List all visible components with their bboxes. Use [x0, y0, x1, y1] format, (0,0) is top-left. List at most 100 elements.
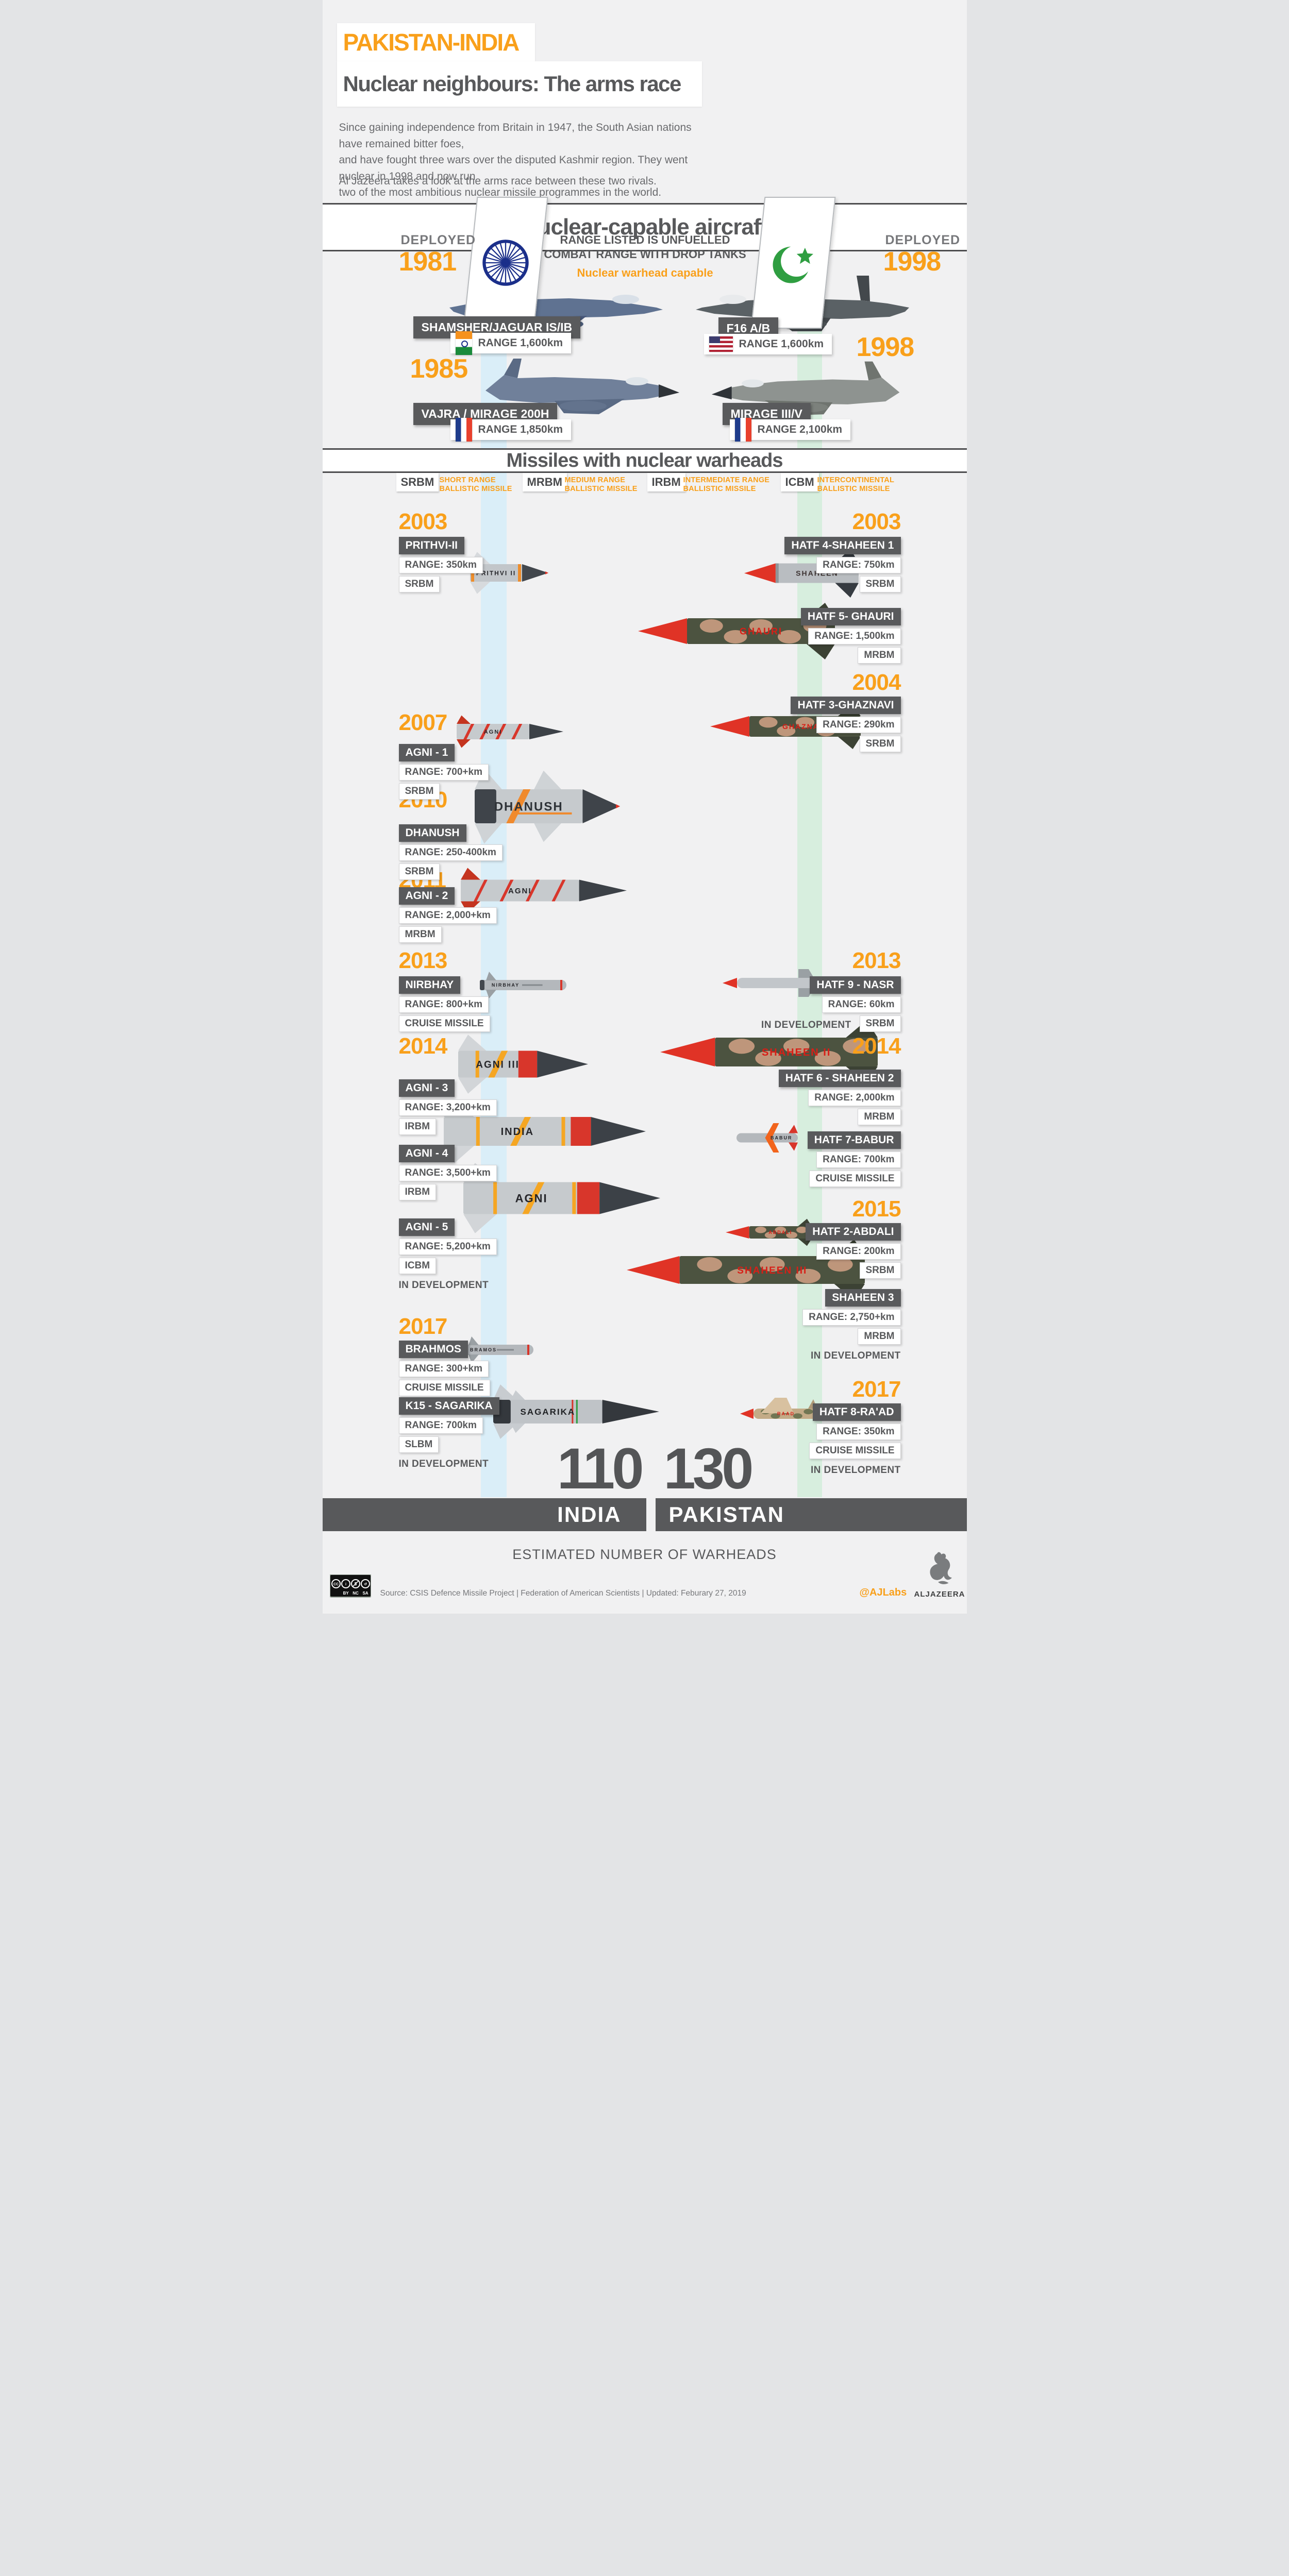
missile-range-hatf6: RANGE: 2,000km	[808, 1090, 901, 1106]
missile-entry-babur: HATF 7-BABUR RANGE: 700km CRUISE MISSILE	[807, 1131, 901, 1187]
pakistan-country-bar: PAKISTAN	[655, 1498, 967, 1531]
svg-text:SAGARIKA: SAGARIKA	[520, 1407, 575, 1417]
aircraft-section-band: Nuclear-capable aircraft	[322, 203, 967, 251]
aljazeera-logo-icon	[925, 1549, 953, 1589]
svg-text:BRAMOS: BRAMOS	[470, 1347, 497, 1352]
pakistan-flag-banner	[750, 197, 835, 329]
india-mirage-jet-image	[477, 351, 683, 421]
missile-class-agni3: IRBM	[398, 1118, 437, 1135]
jet-range-vajra: RANGE 1,850km	[450, 418, 572, 442]
missile-range-shaheen3: RANGE: 2,750+km	[802, 1309, 901, 1326]
jet-range-mirage3: RANGE 2,100km	[729, 418, 851, 442]
missile-name-agni4: AGNI - 4	[398, 1145, 455, 1162]
missile-range-agni4: RANGE: 3,500+km	[398, 1165, 497, 1181]
aircraft-section-title: Nuclear-capable aircraft	[521, 214, 768, 240]
missile-entry-agni4: AGNI - 4 RANGE: 3,500+km IRBM	[398, 1145, 497, 1200]
missile-class-agni1: SRBM	[398, 783, 440, 800]
missile-graphic-babur: BABUR	[735, 1117, 802, 1159]
aljazeera-wordmark: ALJAZEERA	[914, 1590, 965, 1599]
cc-by: BY	[343, 1591, 349, 1596]
timeline-year-pakistan-hatf6: 2014	[852, 1033, 901, 1059]
svg-text:GHAURI: GHAURI	[740, 626, 782, 636]
pakistan-warhead-count: 130	[663, 1436, 754, 1501]
legend-label-mrbm: MEDIUM RANGE BALLISTIC MISSILE	[564, 476, 638, 494]
intro-paragraph-2: Al Jazeera takes a look at the arms race…	[339, 175, 657, 187]
jet-range-text: RANGE 1,600km	[739, 338, 824, 350]
pakistan-deployed-year-1998-mirage: 1998	[856, 332, 915, 362]
missile-name-hatf6: HATF 6 - SHAHEEN 2	[778, 1070, 901, 1087]
france-flag-icon	[455, 418, 472, 442]
missile-entry-agni3: AGNI - 3 RANGE: 3,200+km IRBM	[398, 1079, 497, 1135]
missile-class-agni2: MRBM	[398, 926, 442, 943]
missile-entry-shaheen3: SHAHEEN 3 RANGE: 2,750+km MRBM IN DEVELOPME…	[802, 1289, 901, 1362]
source-attribution: Source: CSIS Defence Missile Project | F…	[380, 1589, 746, 1598]
missile-entry-abdali: HATF 2-ABDALI RANGE: 200km SRBM	[806, 1223, 901, 1279]
jet-range-text: RANGE 2,100km	[757, 423, 843, 435]
legend-label-srbm: SHORT RANGE BALLISTIC MISSILE	[439, 476, 512, 494]
missile-graphic-nirbhay: NIRBHAY	[476, 969, 568, 1004]
india-flag-banner	[463, 197, 548, 329]
timeline-year-pakistan-ghaznavi: 2004	[852, 670, 901, 695]
missile-range-agni2: RANGE: 2,000+km	[398, 907, 497, 924]
missile-graphic-hatf6: SHAHEEN II	[660, 1014, 882, 1093]
missile-name-dhanush: DHANUSH	[398, 824, 466, 842]
missile-range-ghauri: RANGE: 1,500km	[808, 628, 901, 645]
india-deployed-label: DEPLOYED	[400, 233, 476, 247]
missile-range-dhanush: RANGE: 250-400km	[398, 844, 503, 861]
missile-class-shaheen3: MRBM	[858, 1328, 901, 1345]
missiles-section-title: Missiles with nuclear warheads	[506, 450, 783, 471]
missile-range-abdali: RANGE: 200km	[816, 1243, 901, 1260]
svg-text:CC: CC	[333, 1583, 338, 1586]
missile-graphic-agni1: AGNI	[453, 709, 563, 756]
france-flag-icon	[734, 418, 751, 442]
missile-class-babur: CRUISE MISSILE	[809, 1171, 901, 1187]
missile-class-ghauri: MRBM	[858, 647, 901, 664]
missile-name-raad: HATF 8-RA'AD	[812, 1403, 901, 1421]
india-flag-icon	[455, 331, 472, 355]
svg-text:RAAD: RAAD	[777, 1411, 795, 1416]
title-box: Nuclear neighbours: The arms race	[337, 61, 702, 107]
svg-text:AGNI: AGNI	[508, 887, 532, 895]
svg-text:SHAHEEN III: SHAHEEN III	[737, 1265, 807, 1276]
ajlabs-handle: @AJLabs	[859, 1587, 907, 1598]
missile-entry-raad: HATF 8-RA'AD RANGE: 350km CRUISE MISSILE IN…	[809, 1403, 901, 1476]
missile-entry-nasr: HATF 9 - NASR RANGE: 60km IN DEVELOPMENT SR…	[761, 976, 901, 1032]
crescent-star-icon	[759, 198, 828, 328]
timeline-year-india-agni3: 2014	[398, 1033, 448, 1059]
missile-range-k15: RANGE: 700km	[398, 1417, 483, 1434]
missile-class-brahmos: CRUISE MISSILE	[398, 1380, 490, 1396]
svg-text:ABDALI: ABDALI	[768, 1230, 792, 1235]
legend-abbr-srbm: SRBM	[396, 473, 439, 492]
pakistan-deployed-year-1998: 1998	[883, 247, 942, 277]
missile-name-shaheen3: SHAHEEN 3	[825, 1289, 901, 1307]
missile-entry-dhanush: DHANUSH RANGE: 250-400km SRBM	[398, 824, 503, 880]
aircraft-range-note: RANGE LISTED IS UNFUELLED COMBAT RANGE W…	[529, 233, 762, 280]
jet-range-text: RANGE 1,850km	[478, 423, 563, 435]
missile-graphic-agni5: AGNI	[459, 1156, 660, 1243]
svg-text:AGNI: AGNI	[515, 1192, 547, 1205]
missile-name-agni1: AGNI - 1	[398, 744, 455, 761]
timeline-year-india-agni1: 2007	[398, 710, 448, 735]
cc-sa: SA	[362, 1591, 368, 1596]
missile-range-raad: RANGE: 350km	[816, 1423, 901, 1440]
legend-abbr-icbm: ICBM	[780, 473, 819, 492]
svg-text:NIRBHAY: NIRBHAY	[491, 982, 519, 988]
missile-class-hatf4: SRBM	[859, 576, 901, 592]
missile-class-hatf6: MRBM	[858, 1109, 901, 1125]
usa-flag-icon	[709, 336, 733, 352]
timeline-year-india-brahmos: 2017	[398, 1314, 448, 1339]
missile-graphic-raad: RAAD	[740, 1395, 823, 1432]
missile-name-agni2: AGNI - 2	[398, 887, 455, 905]
missile-range-agni1: RANGE: 700+km	[398, 764, 489, 781]
kicker: PAKISTAN-INDIA	[343, 29, 520, 56]
missile-range-nasr: RANGE: 60km	[822, 996, 901, 1013]
india-deployed-year-1985: 1985	[410, 354, 468, 384]
missile-graphic-shaheen3: SHAHEEN III	[626, 1233, 869, 1310]
missile-range-brahmos: RANGE: 300+km	[398, 1361, 489, 1377]
missile-name-ghaznavi: HATF 3-GHAZNAVI	[791, 697, 901, 714]
missile-range-babur: RANGE: 700km	[816, 1151, 901, 1168]
missile-class-nasr: SRBM	[859, 1015, 901, 1032]
missile-class-nirbhay: CRUISE MISSILE	[398, 1015, 490, 1032]
jet-range-f16: RANGE 1,600km	[704, 334, 832, 354]
svg-text:GHAZNAVI: GHAZNAVI	[782, 722, 827, 731]
